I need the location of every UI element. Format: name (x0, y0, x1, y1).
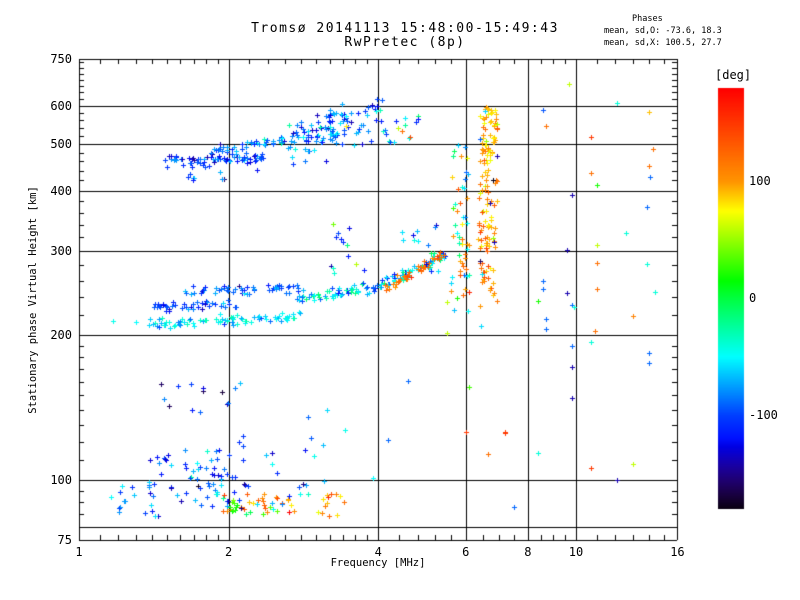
chart-subtitle: RwPretec (8p) (344, 35, 466, 50)
phases-mean-x: mean, sd,X: 100.5, 27.7 (604, 38, 722, 48)
x-tick-label: 1 (75, 545, 83, 559)
y-tick-label: 600 (50, 98, 72, 113)
y-tick-label: 100 (50, 473, 72, 487)
chart-title: Tromsø 20141113 15:48:00-15:49:43 (251, 21, 559, 36)
colorbar-tick-label: 0 (749, 291, 757, 305)
y-axis-label: Stationary phase Virtual Height [km] (27, 186, 39, 414)
phases-heading: Phases (632, 14, 663, 24)
y-tick-label: 750 (50, 52, 72, 67)
y-tick-label: 500 (50, 137, 72, 151)
x-tick-label: 4 (374, 545, 382, 559)
y-tick-label: 300 (50, 243, 72, 258)
x-axis-label: Frequency [MHz] (330, 557, 426, 569)
colorbar-tick-label: 100 (749, 174, 771, 189)
phases-summary: Phases mean, sd,O: -73.6, 18.3 mean, sd,… (604, 13, 722, 49)
x-tick-label: 10 (568, 545, 584, 559)
x-tick-label: 8 (524, 545, 532, 559)
x-tick-label: 16 (670, 545, 685, 559)
y-tick-label: 75 (57, 533, 72, 548)
phases-mean-o: mean, sd,O: -73.6, 18.3 (604, 26, 722, 36)
colorbar-tick-label: -100 (749, 407, 778, 422)
colorbar-label: [deg] (715, 68, 752, 82)
y-tick-label: 200 (50, 328, 72, 343)
x-tick-label: 2 (224, 545, 233, 559)
y-tick-label: 400 (50, 183, 72, 198)
x-tick-label: 6 (462, 545, 470, 559)
